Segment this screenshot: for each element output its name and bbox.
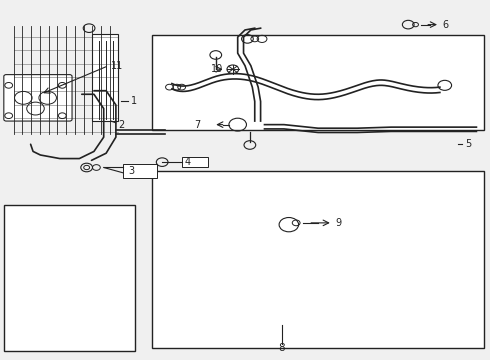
Text: 6: 6 — [442, 19, 448, 30]
FancyBboxPatch shape — [4, 75, 72, 121]
Text: 1: 1 — [130, 96, 137, 107]
Bar — [123, 164, 157, 178]
Bar — [4, 205, 135, 351]
Text: 2: 2 — [118, 120, 124, 130]
Bar — [182, 157, 208, 167]
Bar — [152, 35, 484, 130]
Text: 9: 9 — [335, 218, 341, 228]
Text: 11: 11 — [111, 61, 123, 71]
Bar — [92, 33, 118, 121]
Text: 7: 7 — [194, 120, 200, 130]
Text: 10: 10 — [211, 64, 223, 74]
Bar — [152, 171, 484, 348]
Text: 5: 5 — [465, 139, 471, 149]
Text: 3: 3 — [128, 166, 134, 176]
Text: 8: 8 — [278, 343, 285, 353]
Text: 4: 4 — [184, 157, 190, 167]
